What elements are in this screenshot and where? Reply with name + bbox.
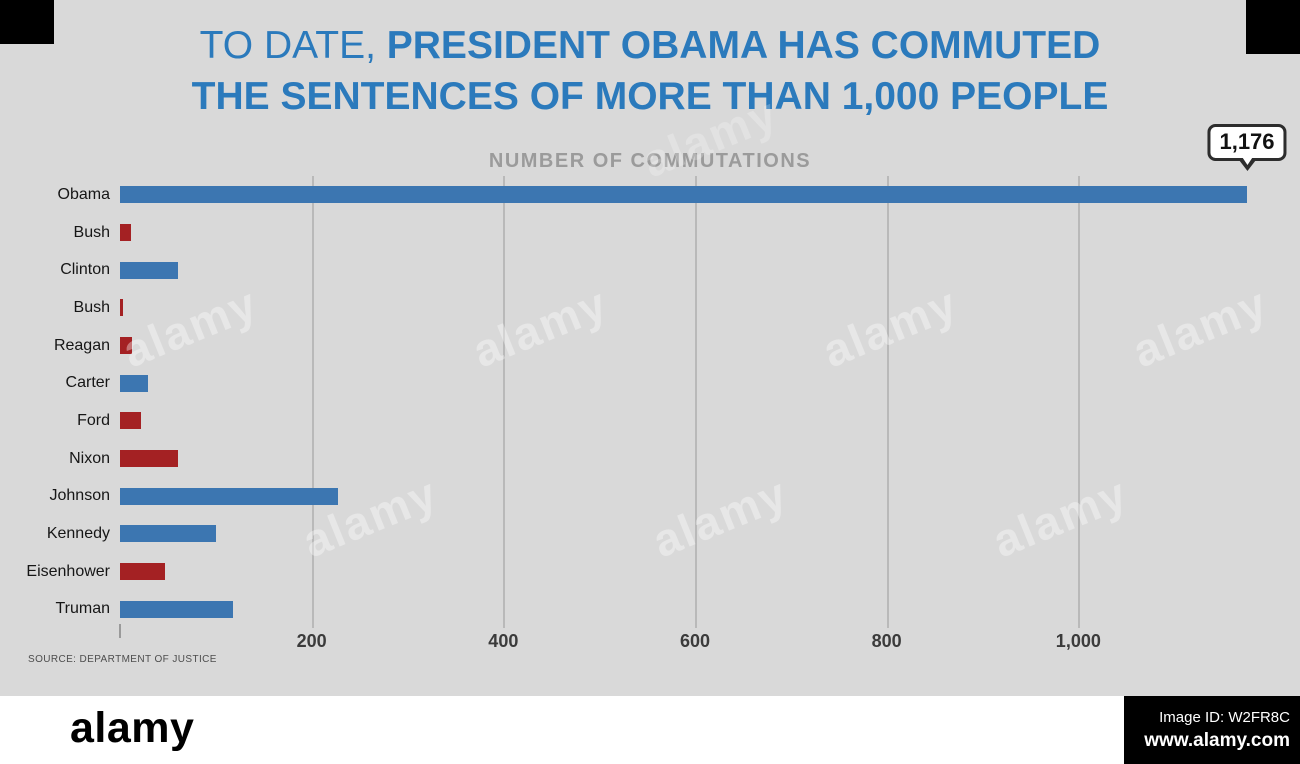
bar-label: Johnson: [49, 487, 111, 505]
chart-title: TO DATE, PRESIDENT OBAMA HAS COMMUTED TH…: [0, 20, 1300, 122]
bar-row-johnson-8: Johnson: [50, 477, 1247, 515]
watermark-corner-top-right: [1246, 0, 1300, 54]
bar-row-obama-0: Obama: [58, 176, 1247, 214]
bar-obama-0: [120, 186, 1247, 204]
x-tick-label-1000: 1,000: [1055, 631, 1101, 651]
bar-label: Ford: [77, 411, 110, 429]
bar-row-bush-3: Bush: [74, 289, 1247, 327]
bar-label: Clinton: [60, 261, 110, 279]
chart-title-line1: TO DATE, PRESIDENT OBAMA HAS COMMUTED: [0, 20, 1300, 71]
alamy-url: www.alamy.com: [1144, 729, 1290, 751]
bar-row-carter-5: Carter: [66, 364, 1247, 402]
x-tick-label-400: 400: [488, 631, 519, 651]
plot-area: Obama Bush Clinton Bush Reagan Carter Ford Nixo…: [26, 176, 1247, 638]
bar-label: Reagan: [53, 336, 110, 354]
bar-truman-11: [120, 600, 234, 618]
chart-subtitle: NUMBER OF COMMUTATIONS: [488, 150, 812, 172]
value-callout-bubble: 1,176: [1207, 124, 1287, 161]
alamy-logo: alamy: [70, 704, 195, 752]
gridline-600: [695, 176, 697, 628]
bar-row-truman-11: Truman: [55, 590, 1247, 628]
bar-label: Bush: [73, 223, 110, 241]
title-bold-part: PRESIDENT OBAMA HAS COMMUTED: [386, 24, 1101, 67]
bar-clinton-2: [120, 261, 179, 279]
bar-label: Truman: [55, 600, 110, 618]
bar-carter-5: [120, 374, 148, 392]
x-tick-label-200: 200: [296, 631, 327, 651]
x-tick-label-600: 600: [679, 631, 711, 651]
watermark-corner-top-left: [0, 0, 54, 44]
x-tick-label-800: 800: [871, 631, 902, 651]
gridline-200: [311, 176, 314, 628]
title-prefix: TO DATE,: [199, 24, 387, 67]
bar-rows: Obama Bush Clinton Bush Reagan Carter Ford Nixo…: [26, 176, 1247, 628]
bar-bush-1: [120, 224, 131, 241]
bar-row-reagan-4: Reagan: [54, 327, 1247, 365]
axis-baseline-tick: [119, 624, 121, 638]
bar-bush-3: [120, 299, 123, 317]
x-axis-ticks: 200 400 600 800 1,000: [120, 631, 1247, 657]
bar-row-ford-6: Ford: [77, 402, 1247, 440]
bar-row-nixon-7: Nixon: [69, 440, 1247, 478]
gridline-400: [503, 176, 506, 628]
bar-johnson-8: [120, 487, 338, 505]
bar-row-clinton-2: Clinton: [60, 251, 1247, 289]
bar-row-bush-1: Bush: [74, 214, 1247, 252]
image-id-text: Image ID: W2FR8C: [1159, 708, 1290, 726]
gridline-1000: [1078, 176, 1081, 628]
bar-kennedy-9: [120, 525, 216, 543]
bar-ford-6: [120, 412, 142, 430]
bar-row-kennedy-9: Kennedy: [47, 515, 1247, 553]
source-note: SOURCE: DEPARTMENT OF JUSTICE: [28, 654, 217, 665]
bar-label: Kennedy: [46, 524, 110, 542]
bar-nixon-7: [120, 450, 178, 468]
chart-title-line2: THE SENTENCES OF MORE THAN 1,000 PEOPLE: [191, 75, 1109, 118]
alamy-footer-bar: alamy Image ID: W2FR8C www.alamy.com: [0, 696, 1300, 764]
gridlines-layer: [120, 176, 1247, 628]
gridline-800: [886, 176, 889, 628]
bar-reagan-4: [120, 337, 133, 355]
bar-label: Nixon: [69, 449, 110, 467]
bar-label: Carter: [65, 374, 110, 392]
bar-row-eisenhower-10: Eisenhower: [26, 553, 1247, 591]
image-id-box: Image ID: W2FR8C www.alamy.com: [1124, 696, 1300, 764]
bar-label: Eisenhower: [26, 562, 110, 580]
bar-label: Bush: [73, 298, 110, 316]
bar-eisenhower-10: [120, 563, 166, 581]
bar-label: Obama: [57, 185, 110, 203]
